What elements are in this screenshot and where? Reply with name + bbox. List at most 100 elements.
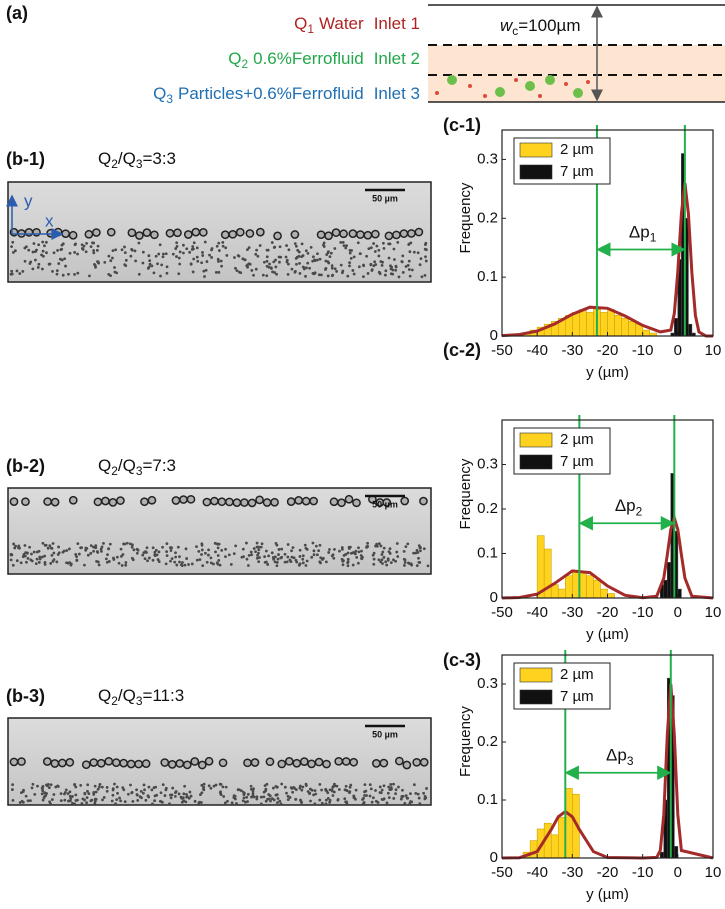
- small-particle: [65, 549, 69, 552]
- small-particle: [165, 554, 169, 558]
- small-particle: [44, 240, 48, 244]
- small-particle: [200, 783, 204, 787]
- large-particle: [228, 229, 238, 239]
- small-particle: [326, 274, 330, 278]
- large-particle: [235, 227, 245, 237]
- small-particle: [377, 542, 381, 546]
- small-particle: [129, 783, 132, 787]
- large-particle: [197, 760, 207, 770]
- small-particle: [115, 785, 119, 789]
- large-particle: [17, 757, 26, 766]
- x-tick-label: -40: [526, 864, 548, 881]
- text-part: 3: [136, 694, 143, 708]
- small-particle: [9, 558, 13, 562]
- small-particle: [100, 545, 104, 549]
- small-particle: [85, 241, 88, 245]
- small-particle: [276, 797, 280, 800]
- small-particle: [218, 563, 222, 567]
- small-particle: [73, 251, 77, 254]
- large-particle: [419, 496, 428, 506]
- small-particle: [257, 560, 261, 564]
- small-particle: [88, 274, 91, 278]
- small-particle: [40, 786, 44, 790]
- small-particle: [43, 560, 47, 564]
- small-particle: [273, 271, 277, 274]
- small-particle: [49, 802, 52, 806]
- small-particle: [294, 244, 298, 248]
- small-particle: [426, 564, 430, 568]
- small-particle: [302, 267, 306, 271]
- small-particle: [419, 549, 422, 553]
- text-part: Q: [98, 456, 111, 475]
- histogram-bar: [586, 312, 594, 337]
- text-part: Q: [228, 49, 241, 68]
- small-particle: [219, 259, 223, 263]
- small-particle: [373, 260, 377, 264]
- small-particle: [56, 248, 59, 252]
- x-tick-label: 0: [674, 864, 682, 881]
- small-particle: [422, 791, 426, 795]
- small-particle: [74, 793, 78, 797]
- small-particle: [255, 795, 259, 799]
- small-particle: [156, 558, 160, 561]
- micrograph-particles: [9, 227, 428, 279]
- y-tick-label: 0.2: [477, 209, 498, 226]
- large-particle: [182, 760, 192, 770]
- large-particle: [262, 498, 272, 507]
- small-particle: [372, 557, 376, 561]
- small-particle: [275, 561, 279, 564]
- small-particle: [52, 558, 56, 562]
- small-particle: [267, 554, 271, 558]
- small-particle: [379, 560, 383, 564]
- text-part: 3: [136, 157, 143, 171]
- legend-label: 7 µm: [560, 163, 594, 180]
- small-particle: [341, 241, 345, 244]
- small-particle: [26, 556, 30, 560]
- small-particle: [382, 784, 386, 788]
- small-particle: [173, 794, 177, 798]
- x-tick-label: -40: [526, 342, 548, 359]
- small-particle: [153, 799, 156, 803]
- large-particle: [322, 759, 331, 769]
- small-particle: [291, 546, 295, 550]
- small-particle: [313, 802, 317, 806]
- small-particle: [123, 245, 126, 249]
- small-particle: [38, 557, 42, 561]
- flow-ratio: Q2/Q3=7:3: [98, 456, 176, 478]
- small-particle: [41, 798, 45, 802]
- large-particle: [57, 758, 67, 768]
- y-tick-label: 0: [490, 327, 498, 344]
- histogram-bar: [564, 575, 573, 599]
- x-tick-label: -20: [597, 604, 619, 621]
- small-particle: [171, 786, 175, 790]
- histogram-bar: [621, 318, 629, 337]
- text-part: 1: [650, 231, 657, 245]
- small-particle: [394, 788, 398, 792]
- small-particle: [170, 793, 174, 797]
- small-particle: [93, 784, 97, 788]
- small-particle: [138, 795, 142, 799]
- histogram-bar: [564, 788, 573, 859]
- histogram-bar: [607, 593, 615, 599]
- small-particle: [401, 788, 404, 792]
- small-particle: [11, 798, 15, 802]
- small-particle: [423, 247, 427, 251]
- large-particle: [247, 498, 257, 508]
- small-particle: [95, 248, 99, 252]
- small-particle: [197, 549, 201, 553]
- text-part: 2: [111, 464, 118, 478]
- small-particle: [30, 559, 34, 563]
- small-particle: [335, 270, 339, 273]
- small-particle: [389, 783, 393, 786]
- small-particle: [174, 247, 178, 250]
- small-particle: [375, 244, 379, 248]
- large-particle: [349, 757, 359, 767]
- small-particle: [63, 257, 67, 261]
- small-particle: [198, 800, 202, 804]
- small-particle: [198, 558, 202, 561]
- large-particle: [43, 497, 52, 506]
- small-particle: [297, 254, 301, 258]
- text-part: Δp: [615, 497, 636, 516]
- large-particle: [218, 758, 228, 768]
- small-particle: [324, 798, 328, 802]
